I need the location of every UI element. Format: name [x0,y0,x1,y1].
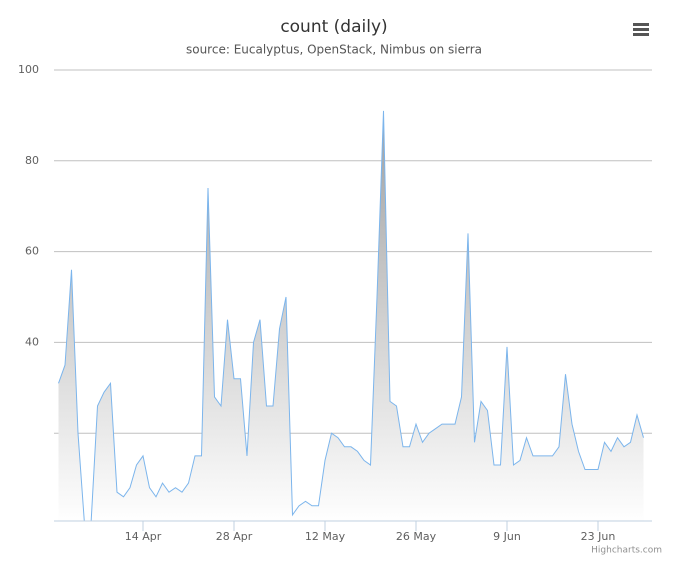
y-tick-label: 80 [25,154,39,167]
menu-line [633,28,649,31]
menu-line [633,23,649,26]
x-tick-label: 28 Apr [216,530,253,543]
chart-title: count (daily) [280,17,387,37]
y-tick-label: 40 [25,335,39,348]
credits[interactable]: Highcharts.com [591,546,662,556]
area-fill [58,110,644,525]
y-tick-label: 100 [18,63,39,76]
menu-button[interactable] [628,18,654,40]
menu-line [633,33,649,36]
y-tick-label: 60 [25,245,39,258]
x-tick-label: 26 May [396,530,437,543]
x-tick-label: 23 Jun [581,530,616,543]
x-tick-label: 12 May [305,530,346,543]
chart-subtitle: source: Eucalyptus, OpenStack, Nimbus on… [186,43,482,57]
area-line [58,110,644,525]
x-tick-label: 14 Apr [125,530,162,543]
axis-mask [54,521,652,527]
x-tick-label: 9 Jun [493,530,521,543]
